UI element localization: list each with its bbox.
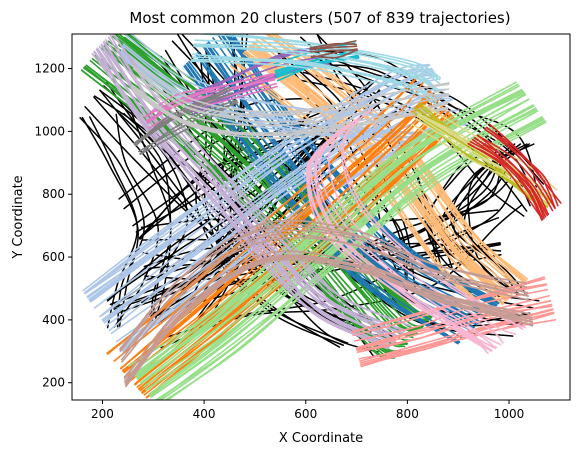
x-axis: 200 400 600 800 1000 bbox=[91, 400, 524, 421]
cluster-13-trajectory bbox=[310, 48, 358, 59]
cluster-3-trajectory bbox=[271, 34, 529, 280]
cluster-18-trajectory bbox=[474, 137, 547, 218]
y-tick-label: 400 bbox=[42, 313, 65, 327]
cluster-18-trajectory bbox=[469, 140, 544, 220]
cluster-5-trajectory bbox=[121, 49, 423, 134]
cluster-19-trajectory bbox=[353, 288, 549, 342]
cluster-4-trajectory bbox=[103, 94, 450, 324]
x-tick-label: 1000 bbox=[494, 407, 525, 421]
cluster-8-trajectory bbox=[112, 34, 411, 327]
cluster-15-trajectory bbox=[132, 65, 450, 116]
cluster-21-trajectory bbox=[120, 229, 529, 357]
cluster-18-trajectory bbox=[483, 128, 556, 210]
x-tick-label: 800 bbox=[396, 407, 419, 421]
cluster-4-trajectory bbox=[82, 64, 431, 292]
cluster-8-trajectory bbox=[100, 44, 395, 343]
cluster-12-trajectory bbox=[194, 39, 440, 84]
cluster-6-trajectory bbox=[123, 96, 437, 373]
trajectory-layer bbox=[79, 34, 562, 400]
cluster-19-trajectory bbox=[360, 312, 555, 366]
unclustered-trajectory bbox=[195, 52, 341, 348]
cluster-20-trajectory bbox=[318, 119, 504, 344]
cluster-12-trajectory bbox=[193, 43, 439, 91]
cluster-12-trajectory bbox=[190, 58, 437, 102]
x-tick-label: 200 bbox=[91, 407, 114, 421]
cluster-18-trajectory bbox=[473, 137, 548, 217]
cluster-4-trajectory bbox=[83, 63, 430, 294]
cluster-6-trajectory bbox=[122, 91, 432, 372]
cluster-21-trajectory bbox=[124, 256, 533, 384]
cluster-20-trajectory bbox=[314, 125, 497, 349]
cluster-19-trajectory bbox=[359, 308, 554, 362]
cluster-8-trajectory bbox=[112, 34, 406, 333]
cluster-15-trajectory bbox=[132, 68, 450, 118]
cluster-21-trajectory bbox=[121, 233, 530, 363]
cluster-16-trajectory bbox=[412, 111, 547, 210]
x-tick-label: 600 bbox=[294, 407, 317, 421]
y-tick-label: 1000 bbox=[34, 124, 65, 138]
cluster-21-trajectory bbox=[119, 223, 529, 352]
cluster-7-trajectory bbox=[134, 92, 526, 377]
cluster-8-trajectory bbox=[100, 43, 396, 342]
cluster-3-trajectory bbox=[266, 34, 525, 284]
cluster-18-trajectory bbox=[467, 142, 544, 221]
cluster-21-trajectory bbox=[119, 226, 528, 353]
cluster-5-trajectory bbox=[122, 43, 423, 134]
cluster-17-trajectory bbox=[414, 117, 550, 203]
cluster-13-trajectory bbox=[309, 42, 358, 49]
y-tick-label: 1200 bbox=[34, 62, 65, 76]
cluster-21-trajectory bbox=[124, 256, 533, 383]
plot-frame bbox=[71, 33, 571, 401]
unclustered-trajectory bbox=[89, 116, 139, 329]
cluster-15-trajectory bbox=[131, 89, 449, 139]
cluster-18-trajectory bbox=[488, 123, 562, 204]
chart-title: Most common 20 clusters (507 of 839 traj… bbox=[129, 9, 510, 27]
cluster-5-trajectory bbox=[130, 34, 428, 117]
unclustered-trajectory bbox=[206, 121, 340, 326]
cluster-20-trajectory bbox=[327, 116, 517, 335]
cluster-19-trajectory bbox=[359, 311, 555, 364]
cluster-15-trajectory bbox=[132, 76, 449, 127]
unclustered-trajectory bbox=[138, 143, 338, 239]
x-tick-label: 400 bbox=[193, 407, 216, 421]
cluster-21-trajectory bbox=[120, 236, 529, 361]
cluster-14-trajectory bbox=[134, 87, 231, 147]
y-tick-label: 600 bbox=[42, 250, 65, 264]
y-tick-label: 800 bbox=[42, 187, 65, 201]
y-axis: 200 400 600 800 1000 1200 bbox=[34, 62, 72, 390]
cluster-7-trajectory bbox=[159, 117, 544, 400]
cluster-18-trajectory bbox=[485, 126, 556, 209]
cluster-12-trajectory bbox=[191, 53, 437, 102]
cluster-8-trajectory bbox=[111, 34, 411, 327]
cluster-4-trajectory bbox=[99, 88, 446, 318]
unclustered-trajectory bbox=[79, 117, 145, 328]
cluster-15-trajectory bbox=[131, 86, 449, 136]
cluster-12-trajectory bbox=[219, 34, 441, 79]
cluster-4-trajectory bbox=[103, 94, 450, 324]
cluster-7-trajectory bbox=[127, 83, 519, 367]
cluster-13-trajectory bbox=[309, 45, 358, 51]
cluster-8-trajectory bbox=[91, 52, 391, 348]
cluster-18-trajectory bbox=[476, 134, 554, 212]
cluster-7-trajectory bbox=[134, 85, 520, 376]
cluster-8-trajectory bbox=[102, 41, 397, 341]
x-axis-label: X Coordinate bbox=[279, 431, 363, 446]
y-tick-label: 200 bbox=[42, 376, 65, 390]
cluster-10-trajectory bbox=[146, 73, 274, 124]
cluster-21-trajectory bbox=[123, 254, 533, 378]
y-axis-label: Y Coordinate bbox=[11, 175, 26, 259]
